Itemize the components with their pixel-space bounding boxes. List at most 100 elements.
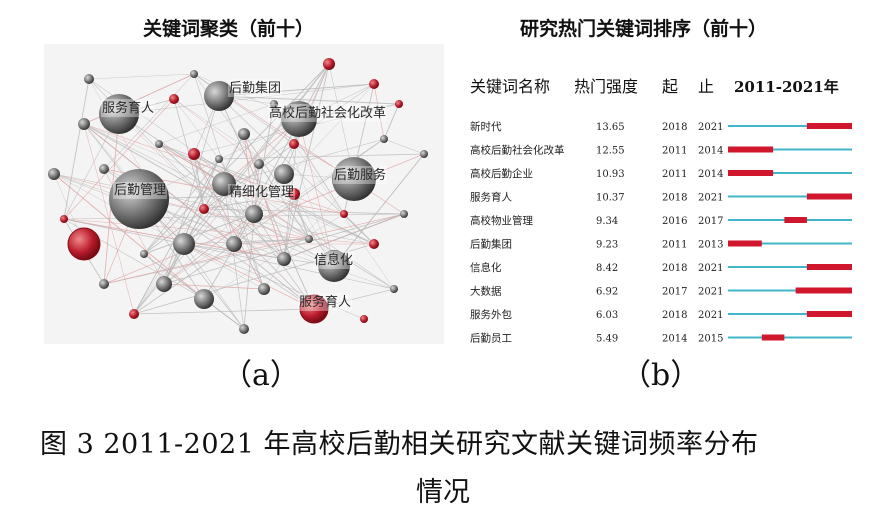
table-row: 新时代 13.65 2018 2021	[470, 120, 852, 133]
cluster-node	[239, 324, 249, 334]
cluster-node	[420, 150, 428, 158]
cluster-link	[158, 143, 225, 185]
cluster-label-halo	[101, 99, 156, 117]
cluster-label-halo	[113, 182, 168, 199]
panel-b-label: （b）	[621, 358, 701, 393]
cluster-link	[223, 183, 315, 310]
cluster-link	[218, 153, 425, 160]
cluster-label-halo	[298, 293, 353, 311]
strength-cell: 13.65	[596, 122, 625, 133]
cluster-node	[270, 100, 278, 108]
keyword-cell: 高校后勤企业	[470, 167, 533, 180]
cluster-link	[193, 73, 300, 120]
cluster-link	[273, 103, 335, 267]
table-row: 服务外包 6.03 2018 2021	[470, 308, 852, 321]
keyword-cell: 高校后勤社会化改革	[470, 144, 565, 157]
cluster-keyword-label: 信息化	[314, 252, 353, 268]
cluster-link	[183, 243, 395, 290]
cluster-link	[283, 213, 405, 260]
cluster-node	[60, 215, 68, 223]
cluster-node	[204, 81, 234, 111]
cluster-link	[53, 173, 265, 290]
begin-year-cell: 2018	[662, 263, 687, 274]
cluster-keyword-label: 后勤服务	[334, 167, 386, 183]
cluster-link	[143, 143, 295, 255]
burst-bar	[728, 170, 774, 176]
cluster-keyword-label: 后勤管理	[114, 183, 166, 198]
cluster-node	[99, 94, 139, 134]
begin-year-cell: 2017	[662, 287, 687, 298]
cluster-link	[383, 103, 400, 140]
cluster-node	[84, 74, 94, 84]
table-row: 高校物业管理 9.34 2016 2017	[470, 214, 852, 227]
begin-year-cell: 2011	[662, 146, 687, 157]
cluster-node	[99, 279, 109, 289]
cluster-link	[283, 63, 330, 260]
cluster-link	[163, 158, 220, 285]
cluster-node	[67, 227, 101, 261]
cluster-link	[118, 113, 315, 310]
cluster-link	[103, 73, 195, 170]
cluster-keyword-label: 服务育人	[102, 100, 154, 116]
keyword-cell: 信息化	[470, 261, 502, 274]
keyword-cell: 服务外包	[470, 308, 512, 321]
cluster-node	[194, 289, 214, 309]
cluster-link	[218, 95, 315, 310]
cluster-link	[258, 163, 310, 240]
cluster-link	[233, 163, 260, 245]
begin-year-cell: 2014	[662, 334, 687, 345]
cluster-label-halo	[268, 104, 388, 122]
begin-year-cell: 2011	[662, 240, 687, 251]
cluster-link	[118, 83, 375, 115]
cluster-node	[48, 168, 60, 180]
cluster-link	[183, 243, 245, 330]
cluster-node	[238, 128, 250, 140]
strength-cell: 9.34	[596, 216, 618, 227]
cluster-link	[223, 183, 245, 330]
table-column-header: 起	[662, 77, 678, 96]
cluster-node	[305, 235, 313, 243]
cluster-link	[163, 95, 220, 285]
cluster-link	[83, 123, 135, 315]
cluster-link	[253, 83, 375, 215]
cluster-link	[203, 193, 295, 210]
burst-bar	[806, 123, 852, 129]
cluster-link	[203, 208, 405, 215]
strength-cell: 6.92	[596, 287, 618, 298]
burst-bar	[795, 287, 852, 294]
cluster-link	[218, 95, 375, 245]
cluster-link	[253, 103, 275, 215]
cluster-node	[188, 148, 200, 160]
cluster-link	[163, 213, 255, 285]
end-year-cell: 2017	[698, 216, 723, 227]
keyword-cell: 服务育人	[470, 191, 512, 204]
cluster-link	[83, 123, 245, 330]
cluster-node	[226, 236, 242, 252]
cluster-node	[155, 140, 163, 148]
cluster-node	[140, 250, 148, 258]
cluster-node	[360, 315, 368, 323]
cluster-label-halo	[313, 251, 355, 269]
begin-year-cell: 2018	[662, 122, 687, 133]
cluster-node	[215, 155, 223, 163]
burst-bar	[806, 193, 852, 200]
table-row: 信息化 8.42 2018 2021	[470, 261, 852, 274]
strength-cell: 6.03	[596, 310, 618, 321]
cluster-link	[298, 118, 335, 267]
cluster-keyword-label: 后勤集团	[229, 80, 281, 96]
strength-cell: 10.37	[596, 193, 625, 204]
strength-cell: 8.42	[596, 263, 618, 274]
cluster-link	[143, 253, 245, 330]
table-column-header: 关键词名称	[470, 77, 550, 96]
begin-year-cell: 2011	[662, 169, 687, 180]
cluster-link	[53, 173, 205, 300]
begin-year-cell: 2016	[662, 216, 687, 227]
panel-b-title: 研究热门关键词排序（前十）	[520, 18, 768, 40]
table-column-header: 止	[698, 77, 714, 96]
begin-year-cell: 2018	[662, 193, 687, 204]
panel-a-title: 关键词聚类（前十）	[143, 18, 315, 40]
cluster-label-halo	[228, 184, 296, 201]
cluster-link	[133, 308, 315, 315]
end-year-cell: 2021	[698, 193, 723, 204]
